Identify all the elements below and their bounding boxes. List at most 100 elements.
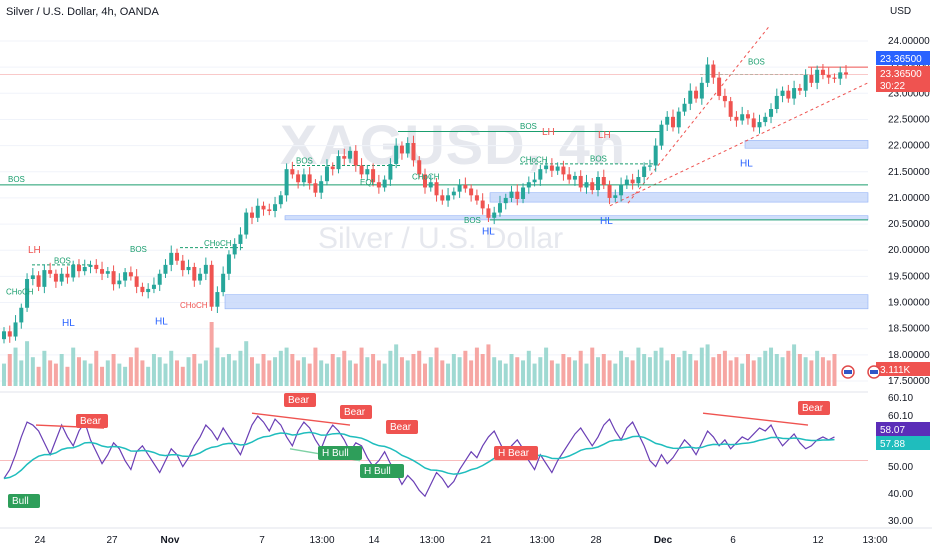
volume-bar (105, 360, 110, 386)
candle-body (446, 195, 451, 201)
candle-body (474, 195, 479, 201)
candle-body (774, 95, 779, 109)
candle-body (394, 145, 399, 164)
volume-bar (388, 350, 393, 386)
candle-body (457, 184, 462, 192)
volume-bar (705, 344, 710, 386)
volume-bar (175, 360, 180, 386)
signal-tag-text: Bear (288, 395, 310, 406)
candle-body (428, 182, 433, 188)
candle-body (440, 195, 445, 201)
volume-bar (636, 347, 641, 386)
bos-label: BOS (296, 156, 313, 165)
candle-body (249, 212, 254, 218)
candle-body (42, 270, 47, 287)
candle-body (532, 179, 537, 183)
volume-bar (630, 360, 635, 386)
volume-bar (249, 357, 254, 386)
osc-value-badge-text: 58.07 (880, 425, 905, 436)
choch-label: CHoCH (204, 239, 232, 248)
candle-body (232, 243, 237, 255)
volume-bar (146, 366, 151, 386)
candle-body (48, 270, 53, 274)
volume-bar (411, 354, 416, 386)
price-tick: 20.50000 (888, 219, 930, 230)
volume-bar (797, 354, 802, 386)
candle-body (434, 182, 439, 196)
candle-body (203, 264, 208, 274)
candle-body (820, 69, 825, 75)
signal-tag-text: Bear (802, 403, 824, 414)
volume-bar (215, 347, 220, 386)
candle-body (140, 286, 145, 293)
candle-body (399, 145, 404, 154)
osc-value-badge (876, 422, 930, 436)
time-tick: 13:00 (419, 535, 444, 546)
candle-body (832, 77, 837, 79)
price-tick: 22.50000 (888, 114, 930, 125)
candle-body (711, 64, 716, 78)
volume-bar (474, 347, 479, 386)
signal-tag-text: Bull (12, 496, 29, 507)
candle-body (111, 271, 116, 285)
time-tick: 13:00 (529, 535, 554, 546)
countdown-badge (876, 79, 930, 92)
volume-bar (134, 347, 139, 386)
eql-label: EQL (360, 178, 377, 187)
candle-body (451, 191, 456, 196)
price-tick: 20.00000 (888, 245, 930, 256)
candle-body (30, 275, 35, 279)
bos-label: BOS (590, 154, 607, 163)
candle-body (175, 252, 180, 261)
volume-bar (809, 360, 814, 386)
price-tick: 21.50000 (888, 167, 930, 178)
volume-bar (209, 322, 214, 386)
volume-bar (48, 360, 53, 386)
candle-body (480, 200, 485, 209)
candle-body (670, 116, 675, 128)
volume-bar (763, 350, 768, 386)
volume-bar (694, 360, 699, 386)
volume-bar (301, 357, 306, 386)
candle-body (751, 118, 756, 128)
osc-tick: 60.10 (888, 411, 913, 422)
candle-body (797, 88, 802, 91)
volume-bar (434, 347, 439, 386)
volume-bar (42, 350, 47, 386)
candle-body (521, 187, 526, 199)
time-tick: 13:00 (309, 535, 334, 546)
volume-bar (486, 344, 491, 386)
volume-bar (25, 341, 30, 386)
candle-body (405, 143, 410, 154)
candle-body (151, 284, 156, 289)
volume-bar (221, 357, 226, 386)
volume-bar (676, 357, 681, 386)
hl-label: HL (155, 317, 168, 328)
volume-bar (774, 354, 779, 386)
price-tick: 18.50000 (888, 324, 930, 335)
signal-tag-text: Bear (80, 416, 102, 427)
candle-body (469, 188, 474, 196)
candle-body (146, 288, 151, 293)
candle-body (128, 272, 133, 277)
candle-body (330, 166, 335, 170)
volume-bar (544, 347, 549, 386)
price-tick: 22.00000 (888, 141, 930, 152)
volume-bar (555, 363, 560, 386)
volume-bar (76, 357, 81, 386)
candle-body (538, 169, 543, 180)
volume-bar (19, 360, 24, 386)
volume-badge-text: 3.111K (880, 365, 911, 376)
candle-body (2, 331, 6, 340)
volume-bar (267, 360, 272, 386)
candle-body (584, 182, 589, 188)
volume-bar (832, 354, 837, 386)
hl-label: HL (600, 216, 613, 227)
volume-bar (699, 347, 704, 386)
lh-label: LH (28, 245, 41, 256)
candle-body (348, 150, 353, 159)
signal-tag (76, 414, 108, 428)
volume-bar (624, 357, 629, 386)
candle-body (682, 103, 687, 112)
